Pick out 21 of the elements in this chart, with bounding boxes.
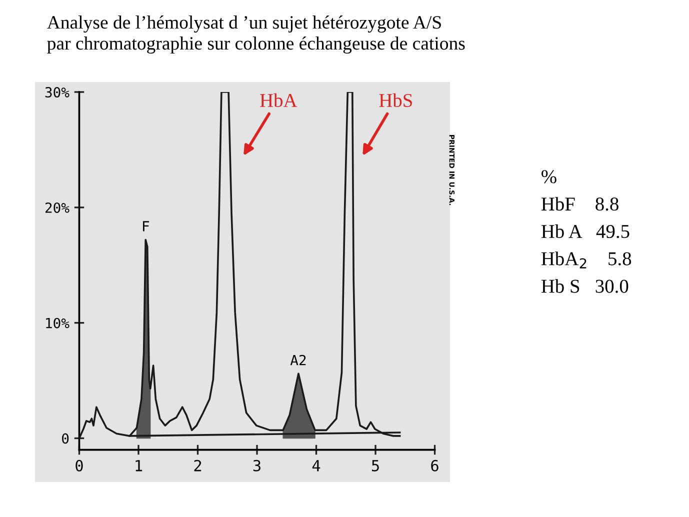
- text: HbA$_{2}$ 5.8: [541, 252, 632, 268]
- text: Hb S 30.0: [541, 279, 628, 293]
- text: HbF 8.8: [541, 196, 618, 211]
- x-tick-label: 3: [253, 460, 260, 472]
- y-tick-label: 0: [62, 433, 69, 444]
- text: %: [542, 170, 556, 184]
- annotation: HbS: [379, 93, 412, 108]
- y-tick-label: 20%: [45, 202, 70, 213]
- annotation: F: [143, 221, 149, 232]
- text: Hb A 49.5: [541, 224, 630, 238]
- x-tick-label: 5: [372, 460, 379, 472]
- annotation: HbA: [260, 93, 298, 108]
- y-tick-label: 10%: [46, 318, 70, 328]
- x-tick-label: 2: [194, 460, 202, 472]
- annotation: A2: [290, 354, 306, 366]
- x-tick-label: 4: [312, 460, 320, 472]
- x-tick-label: 6: [431, 460, 438, 472]
- x-tick-label: 0: [76, 460, 83, 472]
- x-tick-label: 1: [136, 460, 142, 472]
- chart-title: Analyse de l’hémolysat d ’un sujet hétérozygote A/S par chromatographie sur colonne échangeuse de cations: [47, 16, 465, 54]
- y-tick-label: 30%: [45, 87, 70, 98]
